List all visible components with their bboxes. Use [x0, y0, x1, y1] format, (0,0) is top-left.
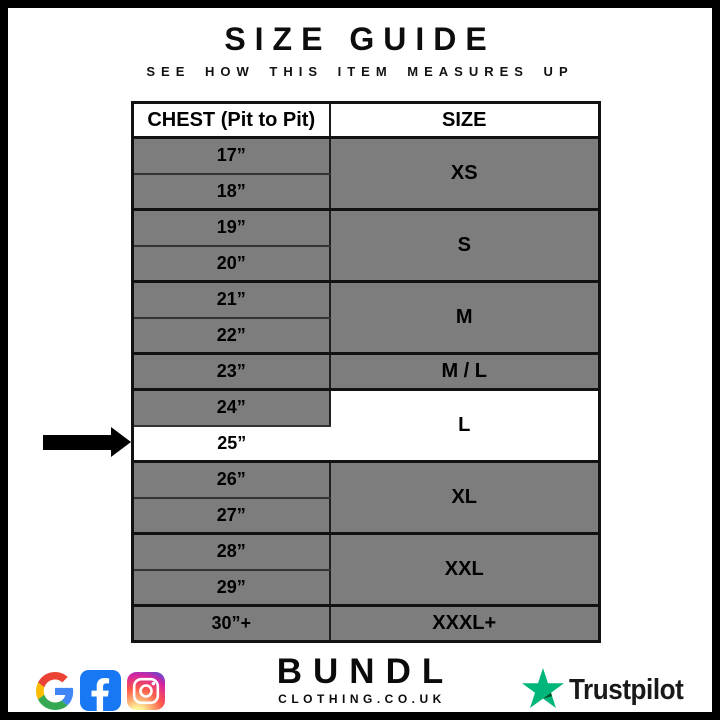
table-row: 26” XL: [132, 461, 600, 535]
table-row: 17” XS: [132, 137, 600, 211]
chest-cell-27: 27”: [132, 497, 331, 535]
trustpilot-logo[interactable]: Trustpilot: [521, 668, 696, 712]
size-cell-xxxlplus: XXXL+: [329, 605, 600, 642]
chest-cell-26: 26”: [132, 461, 331, 499]
facebook-icon[interactable]: [80, 670, 121, 711]
instagram-icon[interactable]: [127, 671, 165, 710]
trustpilot-star-icon: [521, 668, 564, 712]
arrow-shaft: [43, 435, 113, 450]
chest-cell-17: 17”: [132, 137, 331, 175]
table-row: 29”: [132, 569, 600, 607]
chest-cell-30plus: 30”+: [132, 605, 331, 642]
chest-cell-23: 23”: [132, 353, 331, 391]
table-row: 27”: [132, 497, 600, 535]
size-cell-m: M: [329, 281, 600, 355]
table-row: 30”+ XXXL+: [132, 605, 600, 642]
size-cell-xs: XS: [329, 137, 600, 211]
page-subtitle: SEE HOW THIS ITEM MEASURES UP: [146, 64, 574, 79]
trustpilot-wordmark: Trustpilot: [568, 674, 684, 706]
table-row-highlighted: 25”: [132, 425, 600, 463]
table-row: 20”: [132, 245, 600, 283]
size-cell-l-highlighted: L: [329, 389, 600, 463]
table-header-row: CHEST (Pit to Pit) SIZE: [132, 102, 600, 139]
chest-cell-22: 22”: [132, 317, 331, 355]
chest-cell-20: 20”: [132, 245, 331, 283]
google-icon[interactable]: [36, 671, 74, 710]
brand-domain: CLOTHING.CO.UK: [278, 692, 446, 706]
table-row: 24” L: [132, 389, 600, 463]
table-row: 19” S: [132, 209, 600, 283]
chest-cell-25-highlighted: 25”: [132, 425, 330, 463]
page-title: SIZE GUIDE: [224, 21, 496, 57]
table-row: 22”: [132, 317, 600, 355]
size-cell-xxl: XXL: [329, 533, 600, 607]
chest-column-header: CHEST (Pit to Pit): [132, 102, 330, 139]
chest-cell-19: 19”: [132, 209, 331, 247]
size-cell-s: S: [329, 209, 600, 283]
table-row: 21” M: [132, 281, 600, 355]
arrow-right-indicator: [43, 427, 131, 458]
table-row: 23” M / L: [132, 353, 600, 391]
chest-cell-24: 24”: [132, 389, 331, 427]
arrow-head: [111, 427, 131, 457]
brand-logo: BUNDL CLOTHING.CO.UK: [8, 654, 712, 706]
size-cell-m-l: M / L: [329, 353, 600, 391]
size-column-header: SIZE: [328, 102, 600, 139]
size-cell-xl: XL: [329, 461, 600, 535]
chest-cell-29: 29”: [132, 569, 331, 607]
chest-cell-28: 28”: [132, 533, 331, 571]
brand-name: BUNDL: [276, 652, 455, 691]
table-row: 28” XXL: [132, 533, 600, 607]
table-row: 18”: [132, 173, 600, 211]
chest-cell-18: 18”: [132, 173, 331, 211]
chest-cell-21: 21”: [132, 281, 331, 319]
social-icons: [36, 670, 165, 711]
size-table: CHEST (Pit to Pit) SIZE 17” XS 18” 19” S…: [131, 101, 601, 643]
